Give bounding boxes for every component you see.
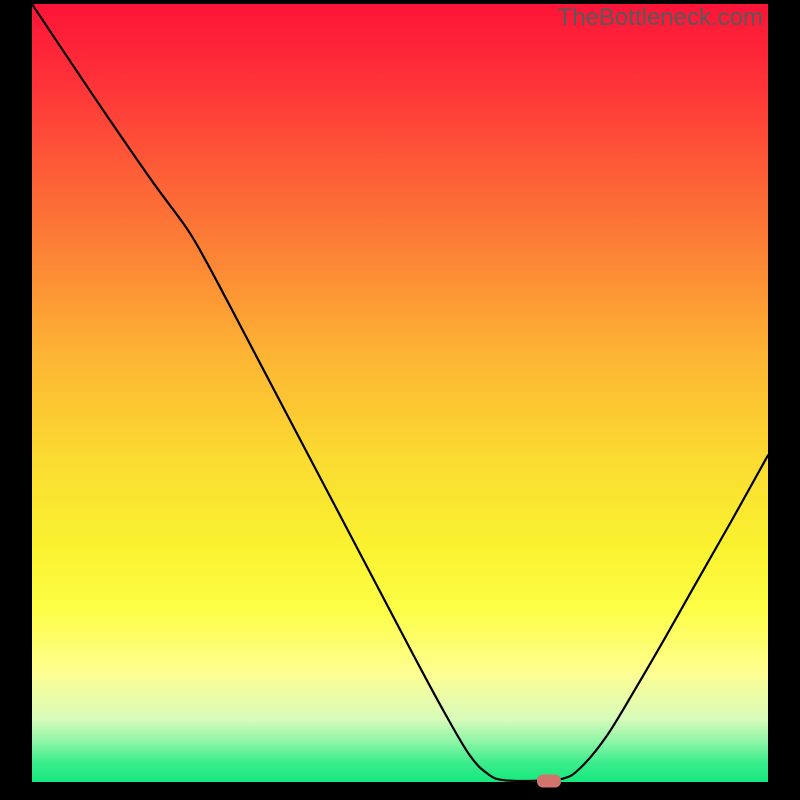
frame-border-left xyxy=(0,0,32,800)
plot-area xyxy=(32,4,768,782)
frame-border-right xyxy=(768,0,800,800)
minimum-marker xyxy=(537,774,561,787)
chart-frame: TheBottleneck.com xyxy=(0,0,800,800)
bottleneck-curve xyxy=(32,4,768,782)
frame-border-bottom xyxy=(0,782,800,800)
watermark-text: TheBottleneck.com xyxy=(558,4,763,32)
